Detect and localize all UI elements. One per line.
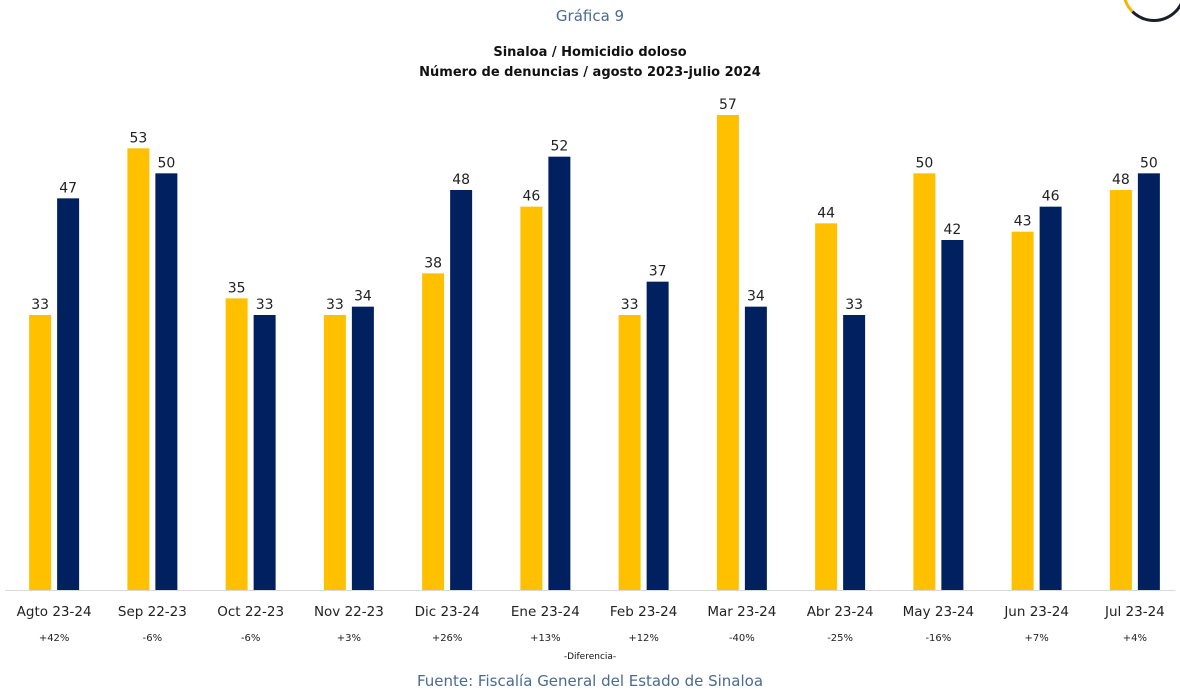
difference-value: -40% xyxy=(729,633,755,644)
bar-series-1 xyxy=(1011,231,1034,590)
data-label: 33 xyxy=(621,297,639,313)
data-label: 33 xyxy=(845,297,863,313)
x-tick-label: Ene 23-24 xyxy=(511,604,580,620)
bar-series-1 xyxy=(127,148,150,591)
data-label: 48 xyxy=(452,172,470,188)
x-tick-label: Mar 23-24 xyxy=(707,604,776,620)
x-tick-label: Oct 22-23 xyxy=(217,604,284,620)
data-label: 33 xyxy=(31,297,49,313)
difference-value: +7% xyxy=(1025,633,1049,644)
difference-label: -Diferencia- xyxy=(563,652,617,662)
data-label: 46 xyxy=(522,189,540,205)
bar-series-2 xyxy=(1039,206,1062,590)
data-label: 33 xyxy=(256,297,274,313)
bar-series-2 xyxy=(646,281,669,590)
bar-series-2 xyxy=(57,198,80,591)
x-tick-label: Feb 23-24 xyxy=(610,604,677,620)
bar-series-1 xyxy=(520,206,543,590)
bar-series-2 xyxy=(253,315,276,590)
difference-value: +13% xyxy=(530,633,561,644)
data-label: 47 xyxy=(59,180,77,196)
data-label: 57 xyxy=(719,97,737,113)
bar-series-1 xyxy=(1109,190,1132,590)
bar-series-2 xyxy=(155,173,178,591)
difference-value: +4% xyxy=(1123,633,1147,644)
difference-value: -16% xyxy=(925,633,951,644)
chart-title: Sinaloa / Homicidio doloso xyxy=(493,45,687,60)
bar-series-2 xyxy=(548,156,571,590)
difference-value: -6% xyxy=(143,633,162,644)
data-label: 38 xyxy=(424,255,442,271)
data-label: 53 xyxy=(129,130,147,146)
bar-series-1 xyxy=(422,273,445,590)
bar-series-2 xyxy=(843,315,866,590)
data-label: 46 xyxy=(1042,189,1060,205)
difference-value: -25% xyxy=(827,633,853,644)
data-label: 50 xyxy=(915,155,933,171)
x-tick-label: Dic 23-24 xyxy=(415,604,480,620)
x-tick-label: May 23-24 xyxy=(903,604,974,620)
data-label: 52 xyxy=(550,139,568,155)
data-label: 50 xyxy=(157,155,175,171)
bar-series-1 xyxy=(29,315,52,590)
x-tick-label: Jul 23-24 xyxy=(1104,604,1165,620)
bar-series-1 xyxy=(716,115,739,590)
bar-series-1 xyxy=(618,315,641,590)
bar-series-1 xyxy=(913,173,936,591)
bar-series-2 xyxy=(450,190,473,590)
bar-series-2 xyxy=(744,306,767,590)
data-label: 34 xyxy=(354,289,372,305)
data-label: 35 xyxy=(228,280,246,296)
chart-subtitle: Número de denuncias / agosto 2023-julio … xyxy=(419,65,761,80)
bar-series-2 xyxy=(351,306,374,590)
difference-value: -6% xyxy=(241,633,260,644)
chart-caption: Gráfica 9 xyxy=(555,7,625,25)
bar-series-2 xyxy=(941,240,964,590)
data-label: 33 xyxy=(326,297,344,313)
data-label: 34 xyxy=(747,289,765,305)
difference-value: +3% xyxy=(337,633,361,644)
difference-value: +26% xyxy=(432,633,463,644)
data-label: 48 xyxy=(1112,172,1130,188)
difference-value: +12% xyxy=(628,633,659,644)
x-tick-label: Abr 23-24 xyxy=(807,604,874,620)
bar-series-1 xyxy=(323,315,346,590)
x-tick-label: Agto 23-24 xyxy=(17,604,92,620)
data-label: 37 xyxy=(649,264,667,280)
bar-series-2 xyxy=(1137,173,1160,591)
data-label: 44 xyxy=(817,205,835,221)
difference-value: +42% xyxy=(39,633,70,644)
source-note: Fuente: Fiscalía General del Estado de S… xyxy=(416,672,764,690)
bar-series-1 xyxy=(225,298,248,590)
x-tick-label: Nov 22-23 xyxy=(314,604,384,620)
x-tick-label: Jun 23-24 xyxy=(1003,604,1069,620)
bar-chart: 33 47 Agto 23-24 +42% 53 50 Sep 22-23 -6% 35 33 Oc… xyxy=(5,97,1175,644)
data-label: 42 xyxy=(943,222,961,238)
x-tick-label: Sep 22-23 xyxy=(118,604,187,620)
data-label: 50 xyxy=(1140,155,1158,171)
bar-series-1 xyxy=(815,223,838,591)
data-label: 43 xyxy=(1014,214,1032,230)
